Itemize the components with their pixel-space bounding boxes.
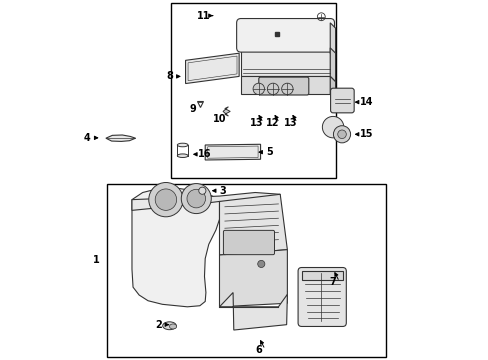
- Bar: [107, 184, 385, 357]
- Text: 12: 12: [266, 118, 279, 128]
- Polygon shape: [219, 293, 287, 330]
- Circle shape: [322, 116, 343, 138]
- Polygon shape: [241, 76, 329, 94]
- Polygon shape: [223, 107, 230, 116]
- FancyBboxPatch shape: [223, 230, 274, 255]
- Text: 6: 6: [255, 345, 262, 355]
- Text: 13: 13: [284, 118, 297, 128]
- Circle shape: [281, 83, 292, 95]
- Text: 14: 14: [359, 97, 373, 107]
- FancyBboxPatch shape: [298, 267, 346, 327]
- Ellipse shape: [163, 322, 176, 330]
- Text: 2: 2: [155, 320, 162, 330]
- FancyBboxPatch shape: [330, 88, 353, 113]
- Circle shape: [155, 189, 176, 210]
- FancyBboxPatch shape: [258, 77, 308, 95]
- Polygon shape: [301, 271, 342, 280]
- Text: 8: 8: [166, 71, 173, 81]
- Circle shape: [337, 130, 346, 139]
- Circle shape: [181, 184, 211, 213]
- Ellipse shape: [169, 324, 176, 329]
- Circle shape: [257, 260, 264, 267]
- Circle shape: [148, 183, 183, 217]
- Circle shape: [333, 126, 350, 143]
- Circle shape: [267, 83, 278, 95]
- Text: 10: 10: [212, 114, 226, 124]
- Text: 16: 16: [197, 149, 211, 159]
- Polygon shape: [329, 23, 335, 59]
- Text: 4: 4: [84, 133, 90, 143]
- Polygon shape: [329, 48, 335, 82]
- Circle shape: [198, 187, 205, 194]
- Polygon shape: [132, 193, 280, 210]
- Polygon shape: [241, 48, 329, 76]
- Ellipse shape: [177, 143, 188, 147]
- Text: 13: 13: [250, 118, 263, 128]
- Text: 3: 3: [219, 186, 226, 196]
- Text: 15: 15: [359, 129, 373, 139]
- FancyBboxPatch shape: [236, 18, 334, 52]
- Polygon shape: [132, 188, 219, 307]
- Polygon shape: [205, 144, 260, 160]
- Polygon shape: [219, 194, 287, 255]
- Text: 11: 11: [196, 11, 210, 21]
- Text: 9: 9: [189, 104, 196, 113]
- Polygon shape: [185, 53, 239, 84]
- Text: 7: 7: [329, 277, 336, 287]
- Polygon shape: [329, 76, 335, 100]
- Polygon shape: [219, 249, 287, 307]
- Polygon shape: [241, 24, 329, 48]
- Bar: [171, 3, 335, 178]
- Polygon shape: [106, 135, 135, 141]
- Circle shape: [186, 189, 205, 208]
- Text: 5: 5: [265, 147, 272, 157]
- Circle shape: [253, 83, 264, 95]
- Text: 1: 1: [93, 255, 100, 265]
- Ellipse shape: [177, 154, 188, 157]
